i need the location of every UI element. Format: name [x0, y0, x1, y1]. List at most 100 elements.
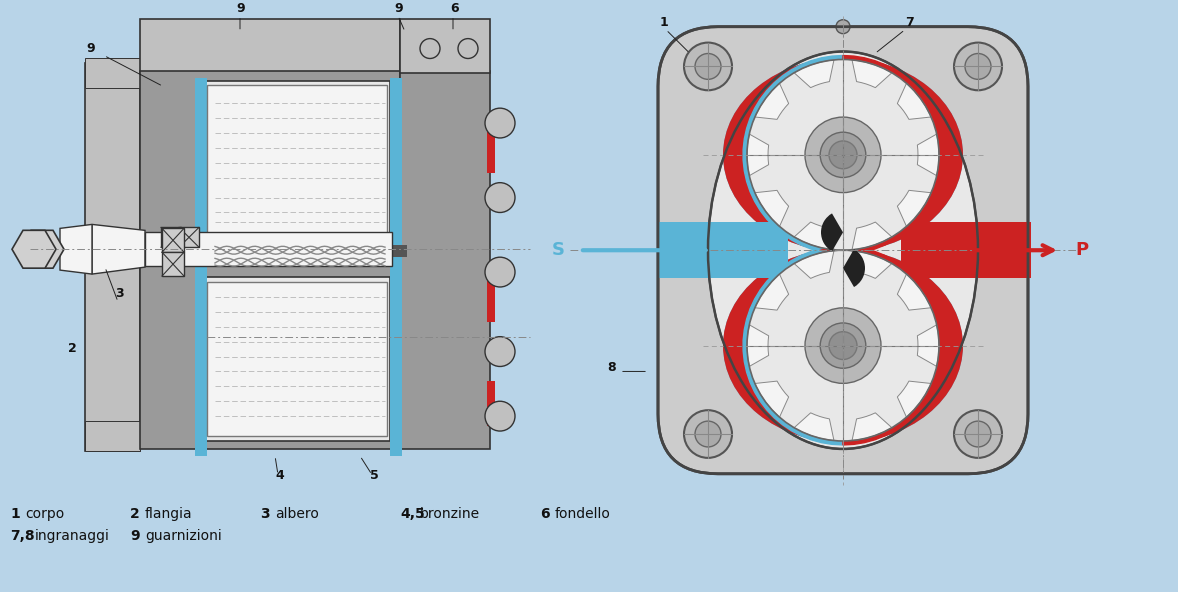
- Bar: [487, 123, 495, 173]
- Polygon shape: [852, 60, 892, 88]
- Text: fondello: fondello: [555, 507, 611, 522]
- Polygon shape: [852, 222, 892, 250]
- Polygon shape: [794, 250, 834, 278]
- Bar: [161, 227, 181, 247]
- Bar: [140, 72, 401, 449]
- Polygon shape: [60, 224, 92, 274]
- Polygon shape: [898, 381, 931, 417]
- Circle shape: [954, 410, 1002, 458]
- Circle shape: [820, 323, 866, 368]
- Text: 8: 8: [607, 362, 616, 375]
- Circle shape: [747, 59, 939, 250]
- Ellipse shape: [708, 52, 978, 449]
- Text: 9: 9: [393, 2, 403, 15]
- Circle shape: [829, 332, 858, 359]
- Circle shape: [458, 38, 478, 59]
- Bar: [85, 63, 140, 451]
- Polygon shape: [918, 325, 939, 366]
- Bar: [205, 81, 390, 245]
- Bar: [196, 245, 402, 257]
- Circle shape: [421, 38, 441, 59]
- Text: 9: 9: [130, 529, 140, 543]
- Polygon shape: [852, 250, 892, 278]
- Circle shape: [836, 20, 851, 34]
- Text: S: S: [552, 241, 565, 259]
- Text: 2: 2: [130, 507, 140, 522]
- Bar: [85, 59, 140, 88]
- Text: 9: 9: [86, 41, 94, 54]
- Text: 9: 9: [236, 2, 245, 15]
- Text: 1: 1: [9, 507, 20, 522]
- Circle shape: [965, 421, 991, 447]
- Polygon shape: [794, 413, 834, 440]
- Circle shape: [485, 337, 515, 366]
- Bar: [659, 223, 788, 278]
- Text: 7,8: 7,8: [9, 529, 34, 543]
- Text: 3: 3: [115, 287, 124, 300]
- Bar: [163, 229, 184, 252]
- Bar: [390, 78, 402, 456]
- Polygon shape: [747, 134, 769, 176]
- Polygon shape: [918, 134, 939, 176]
- Circle shape: [805, 117, 881, 192]
- Polygon shape: [92, 224, 145, 274]
- Circle shape: [485, 401, 515, 431]
- Circle shape: [684, 410, 732, 458]
- Text: 4,5: 4,5: [401, 507, 425, 522]
- Text: guarnizioni: guarnizioni: [145, 529, 221, 543]
- Bar: [487, 381, 495, 426]
- Circle shape: [954, 43, 1002, 90]
- Circle shape: [695, 421, 721, 447]
- Text: 3: 3: [260, 507, 270, 522]
- Circle shape: [684, 43, 732, 90]
- Polygon shape: [794, 60, 834, 88]
- Bar: [179, 227, 199, 247]
- Ellipse shape: [723, 249, 962, 442]
- Circle shape: [485, 257, 515, 287]
- Polygon shape: [898, 83, 931, 120]
- Text: corpo: corpo: [25, 507, 65, 522]
- Text: P: P: [1076, 241, 1088, 259]
- Text: 5: 5: [370, 469, 379, 482]
- Circle shape: [485, 183, 515, 213]
- Polygon shape: [794, 222, 834, 250]
- Ellipse shape: [723, 58, 962, 252]
- Wedge shape: [821, 214, 843, 251]
- Text: 6: 6: [450, 2, 458, 15]
- Text: bronzine: bronzine: [421, 507, 481, 522]
- Bar: [163, 252, 184, 276]
- Bar: [401, 19, 490, 73]
- Bar: [205, 277, 390, 441]
- Text: ingranaggi: ingranaggi: [35, 529, 110, 543]
- Polygon shape: [755, 191, 788, 226]
- Bar: [487, 272, 495, 322]
- Text: albero: albero: [274, 507, 319, 522]
- Polygon shape: [755, 83, 788, 120]
- Text: 7: 7: [905, 16, 914, 28]
- Polygon shape: [747, 325, 769, 366]
- Bar: [401, 72, 490, 449]
- Bar: [85, 421, 140, 451]
- Text: 2: 2: [68, 342, 77, 355]
- Text: 4: 4: [274, 469, 284, 482]
- Circle shape: [805, 308, 881, 384]
- Circle shape: [820, 132, 866, 178]
- Bar: [835, 239, 851, 277]
- Polygon shape: [852, 413, 892, 440]
- Ellipse shape: [723, 249, 962, 442]
- Ellipse shape: [723, 58, 962, 252]
- Circle shape: [965, 53, 991, 79]
- Text: 6: 6: [540, 507, 550, 522]
- Circle shape: [747, 250, 939, 441]
- Wedge shape: [843, 249, 865, 287]
- Bar: [145, 232, 392, 266]
- Text: 1: 1: [660, 16, 669, 28]
- Bar: [395, 245, 408, 257]
- Bar: [207, 85, 388, 239]
- Bar: [196, 78, 207, 456]
- Circle shape: [829, 141, 858, 169]
- Bar: [207, 282, 388, 436]
- Polygon shape: [755, 274, 788, 310]
- Polygon shape: [755, 381, 788, 417]
- Circle shape: [485, 108, 515, 138]
